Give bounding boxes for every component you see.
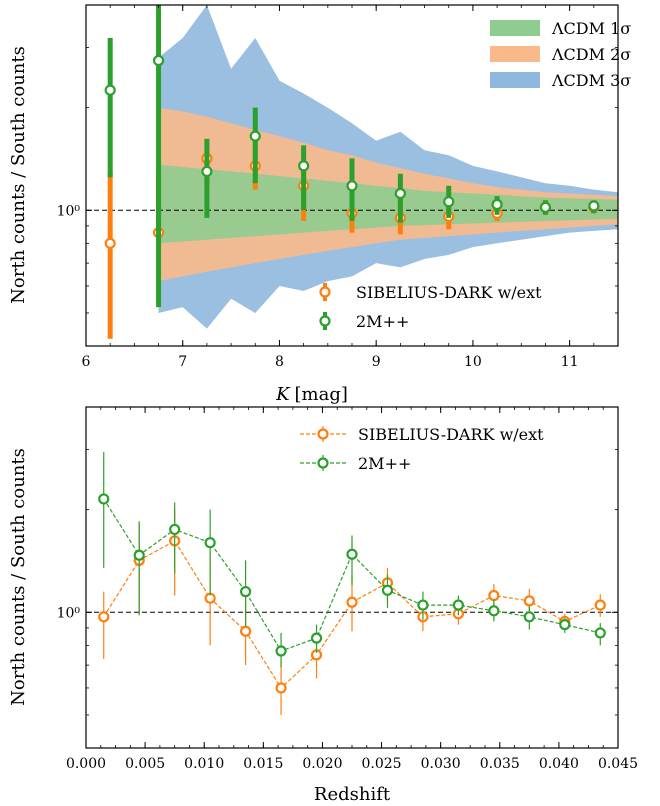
point-2mpp — [381, 584, 394, 596]
top-ticks: 6 7 8 9 10 11 10⁰ — [57, 4, 619, 370]
legend-label-3sigma: ΛCDM 3σ — [551, 71, 631, 90]
legend-entry-2sigma: ΛCDM 2σ — [490, 45, 631, 64]
point-2mpp — [346, 180, 358, 192]
band-2 — [158, 164, 618, 244]
point-2mpp — [417, 599, 429, 611]
point-sibelius — [523, 595, 535, 607]
x-tick-label: 0.030 — [421, 756, 461, 772]
legend-entry-2mpp: 2M++ — [300, 454, 411, 473]
panel-magnitude: 6 7 8 9 10 11 10⁰ K [mag] North counts / South … — [8, 4, 631, 405]
point-2mpp — [249, 130, 261, 142]
legend-swatch-2sigma — [490, 46, 540, 62]
point-2mpp — [588, 200, 600, 212]
point-2mpp — [488, 605, 500, 617]
point-sibelius — [240, 625, 252, 637]
x-tick-label: 0.025 — [362, 756, 402, 772]
legend-label-2mpp: 2M++ — [356, 312, 409, 331]
legend-marker-2mpp — [317, 457, 329, 469]
bottom-y-axis-label: North counts / South counts — [8, 448, 29, 706]
top-y-axis-label: North counts / South counts — [8, 46, 29, 304]
y-tick-label: 10⁰ — [57, 203, 81, 219]
y-tick-label: 10⁰ — [57, 605, 81, 621]
point-2mpp — [152, 54, 165, 67]
bottom-legend: SIBELIUS-DARK w/ext 2M++ — [300, 425, 544, 473]
legend-entry-1sigma: ΛCDM 1σ — [490, 19, 631, 38]
legend-entry-sibelius: SIBELIUS-DARK w/ext — [300, 425, 544, 444]
x-tick-label: 0.005 — [125, 756, 165, 772]
point-2mpp — [98, 493, 110, 505]
x-tick-label: 10 — [464, 354, 482, 370]
x-tick-label: 7 — [178, 354, 187, 370]
point-2mpp — [346, 548, 358, 560]
point-2mpp — [559, 619, 571, 631]
point-2mpp — [491, 198, 503, 211]
legend-label-2mpp: 2M++ — [358, 454, 411, 473]
bottom-data-series — [98, 452, 606, 715]
point-2mpp — [310, 632, 323, 644]
legend-marker-sibelius — [317, 428, 329, 440]
bottom-ticks: 0.000 0.005 0.010 0.015 0.020 0.025 0.030 0.035… — [57, 406, 638, 772]
point-2mpp — [298, 160, 310, 172]
point-2mpp — [204, 537, 216, 549]
x-tick-label: 0.045 — [598, 756, 638, 772]
x-tick-label: 6 — [82, 354, 91, 370]
top-x-axis-label: K [mag] — [275, 384, 348, 405]
legend-swatch-3sigma — [490, 72, 540, 88]
point-sibelius — [488, 589, 500, 602]
legend-entry-3sigma: ΛCDM 3σ — [490, 71, 631, 90]
legend-label-1sigma: ΛCDM 1σ — [551, 19, 631, 38]
x-tick-label: 0.015 — [243, 756, 283, 772]
legend-swatch-1sigma — [490, 20, 540, 36]
legend-entry-sibelius: SIBELIUS-DARK w/ext — [319, 283, 542, 302]
x-tick-label: 11 — [561, 354, 579, 370]
top-points-legend: SIBELIUS-DARK w/ext 2M++ — [319, 283, 542, 331]
point-2mpp — [443, 196, 455, 208]
x-tick-label: 8 — [275, 354, 284, 370]
x-tick-label: 0.000 — [66, 756, 106, 772]
point-2mpp — [394, 187, 406, 200]
point-sibelius — [594, 599, 606, 611]
point-2mpp — [133, 549, 145, 561]
legend-marker-2mpp — [319, 315, 331, 327]
lcdm-bands — [158, 5, 618, 329]
x-tick-label: 0.010 — [184, 756, 224, 772]
legend-marker-sibelius — [319, 286, 331, 298]
point-2mpp — [452, 599, 464, 611]
series-line-sibelius — [103, 540, 601, 689]
point-2mpp — [275, 645, 287, 657]
legend-entry-2mpp: 2M++ — [319, 312, 409, 331]
series-line-2mpp — [103, 498, 601, 652]
point-2mpp — [523, 611, 535, 623]
legend-label-2sigma: ΛCDM 2σ — [551, 45, 631, 64]
band-legend: ΛCDM 1σ ΛCDM 2σ ΛCDM 3σ — [490, 19, 631, 90]
point-2mpp — [539, 201, 552, 213]
point-2mpp — [104, 84, 116, 96]
x-tick-label: 0.040 — [539, 756, 579, 772]
point-sibelius — [275, 682, 287, 694]
point-sibelius — [346, 596, 358, 608]
legend-label-sibelius: SIBELIUS-DARK w/ext — [358, 425, 544, 444]
point-2mpp — [169, 523, 181, 536]
x-tick-label: 9 — [372, 354, 381, 370]
bottom-x-axis-label: Redshift — [314, 784, 391, 805]
point-2mpp — [594, 627, 606, 639]
point-2mpp — [201, 165, 213, 178]
point-sibelius — [98, 611, 110, 623]
panel-redshift: 0.000 0.005 0.010 0.015 0.020 0.025 0.030 0.035… — [8, 406, 638, 805]
top-data-series — [104, 5, 600, 339]
point-sibelius — [104, 237, 116, 249]
x-tick-label: 0.035 — [480, 756, 520, 772]
point-2mpp — [240, 586, 252, 598]
x-tick-label: 0.020 — [302, 756, 342, 772]
legend-label-sibelius: SIBELIUS-DARK w/ext — [356, 283, 542, 302]
